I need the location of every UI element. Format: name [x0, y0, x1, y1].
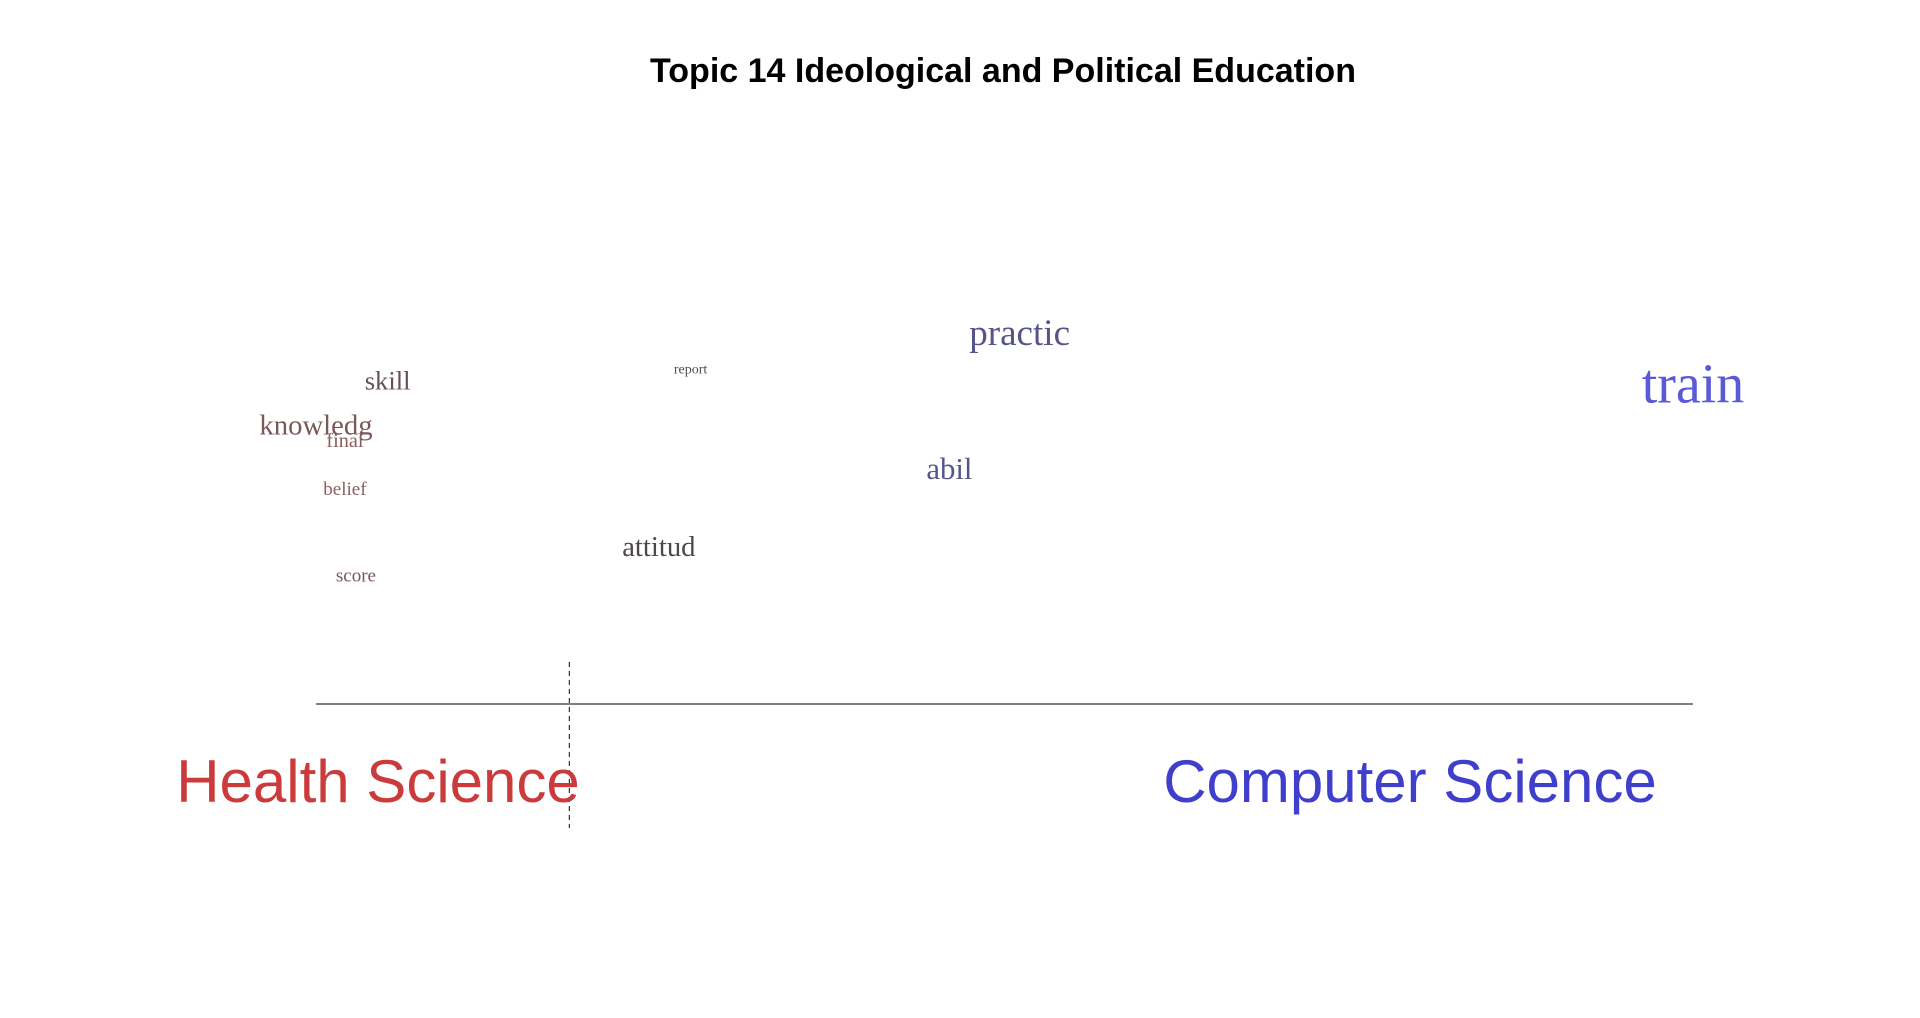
group-label-left: Health Science: [176, 748, 580, 815]
group-label-right: Computer Science: [1163, 748, 1657, 815]
word-practic: practic: [969, 313, 1070, 354]
word-belief: belief: [323, 479, 367, 500]
word-attitud: attitud: [622, 531, 695, 563]
word-score: score: [336, 566, 376, 587]
word-skill: skill: [365, 366, 411, 396]
word-train: train: [1642, 353, 1745, 415]
word-knowledg: knowledg: [259, 409, 372, 441]
chart-title: Topic 14 Ideological and Political Educa…: [650, 52, 1356, 90]
word-final: final: [326, 430, 364, 452]
word-report: report: [674, 363, 708, 378]
word-abil: abil: [926, 452, 972, 486]
